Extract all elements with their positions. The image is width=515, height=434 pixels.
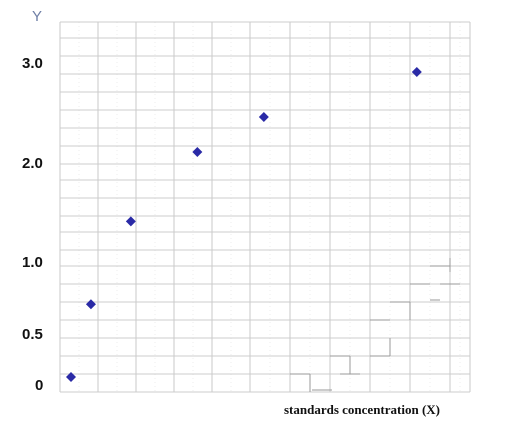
data-point xyxy=(66,372,76,382)
data-point xyxy=(411,67,422,77)
data-point xyxy=(192,147,203,157)
y-tick-label: 0.5 xyxy=(22,326,43,343)
y-axis-letter: Y xyxy=(32,8,42,25)
data-points xyxy=(66,67,422,382)
grid-lines xyxy=(59,21,471,393)
data-point xyxy=(258,112,269,122)
y-tick-label: 0 xyxy=(35,377,43,394)
data-point xyxy=(125,216,136,227)
y-tick-label: 1.0 xyxy=(22,254,43,271)
data-point xyxy=(85,299,96,310)
faint-background-marks xyxy=(290,258,460,392)
x-axis-title: standards concentration (X) xyxy=(284,402,440,417)
y-tick-label: 3.0 xyxy=(22,55,43,72)
y-tick-label: 2.0 xyxy=(22,155,43,172)
